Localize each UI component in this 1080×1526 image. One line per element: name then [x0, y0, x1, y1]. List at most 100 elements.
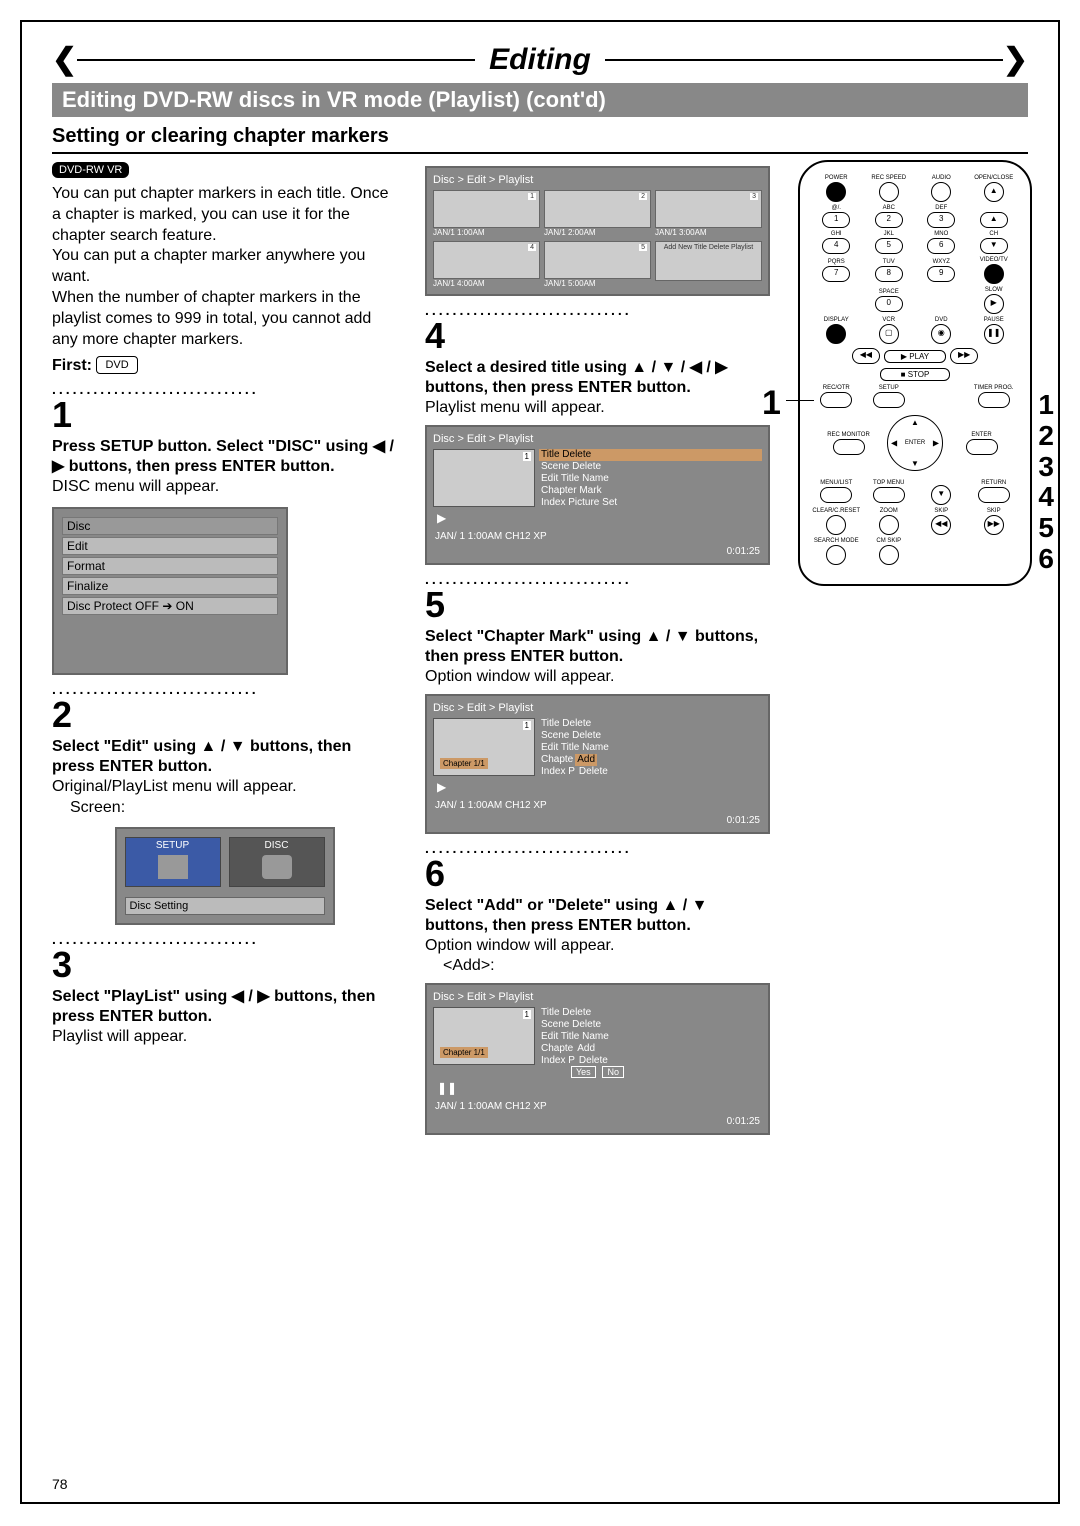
divider-dots: .............................. — [425, 840, 770, 856]
disc-menu-title: Disc — [62, 517, 278, 535]
btn-menulist[interactable] — [820, 487, 852, 503]
btn-timerprog[interactable] — [978, 392, 1010, 408]
lbl-openclose: OPEN/CLOSE — [974, 175, 1013, 181]
side-step-nums: 1 2 3 4 5 6 — [1038, 390, 1054, 575]
btn-blank[interactable]: ▼ — [931, 485, 951, 505]
btn-6[interactable]: 6 — [927, 238, 955, 254]
btn-videotv[interactable] — [984, 264, 1004, 284]
btn-8[interactable]: 8 — [875, 266, 903, 282]
btn-7[interactable]: 7 — [822, 266, 850, 282]
btn-zoom[interactable] — [879, 515, 899, 535]
btn-ch-dn[interactable]: ▼ — [980, 238, 1008, 254]
no-button: No — [602, 1066, 624, 1078]
divider-dots: .............................. — [52, 381, 397, 397]
step1-bold: Press SETUP button. Select "DISC" using … — [52, 437, 397, 477]
step6-bold: Select "Add" or "Delete" using ▲ / ▼ but… — [425, 896, 770, 936]
btn-skip-fwd[interactable]: ▶▶ — [984, 515, 1004, 535]
edit-thumb: 1 Chapter 1/1 — [433, 1007, 535, 1065]
nav-pad[interactable]: ▲▼◀▶ ENTER — [887, 415, 943, 471]
btn-dvd[interactable]: ◉ — [931, 324, 951, 344]
remote-pointer-1: 1 — [762, 384, 781, 423]
btn-skip-back[interactable]: ◀◀ — [931, 515, 951, 535]
disc-menu-finalize: Finalize — [62, 577, 278, 595]
remote-control: POWER REC SPEED AUDIO OPEN/CLOSE▲ @/.1 A… — [798, 160, 1032, 586]
btn-ch-up[interactable]: ▲ — [980, 212, 1008, 228]
thumb-5: 5 — [544, 241, 651, 279]
step1-num: 1 — [52, 397, 397, 433]
column-remote: 1 1 2 3 4 5 6 POWER REC SPEED AUDIO OPEN… — [798, 160, 1028, 1135]
pause-icon: ❚❚ — [433, 1079, 762, 1097]
btn-recotr[interactable] — [820, 392, 852, 408]
btn-play[interactable]: ▶ PLAY — [884, 350, 946, 363]
step6-body: Option window will appear. — [425, 936, 770, 957]
btn-3[interactable]: 3 — [927, 212, 955, 228]
btn-searchmode[interactable] — [826, 545, 846, 565]
disc-menu-edit: Edit — [62, 537, 278, 555]
edit-footer-right: 0:01:25 — [727, 815, 760, 826]
side-num-2: 2 — [1038, 421, 1054, 452]
thumb-2: 2 — [544, 190, 651, 228]
side-num-5: 5 — [1038, 513, 1054, 544]
step4-num: 4 — [425, 318, 770, 354]
edit-footer-left: JAN/ 1 1:00AM CH12 XP — [435, 1101, 547, 1112]
btn-stop[interactable]: ■ STOP — [880, 368, 951, 381]
side-num-3: 3 — [1038, 452, 1054, 483]
btn-enter-side[interactable] — [966, 439, 998, 455]
divider-dots: .............................. — [52, 931, 397, 947]
btn-0[interactable]: 0 — [875, 296, 903, 312]
btn-power[interactable] — [826, 182, 846, 202]
setup-icon-setup: SETUP — [125, 837, 221, 887]
btn-vcr[interactable]: ▢ — [879, 324, 899, 344]
setup-icon-disc: DISC — [229, 837, 325, 887]
title-banner: ❮ Editing ❯ — [52, 42, 1028, 77]
btn-2[interactable]: 2 — [875, 212, 903, 228]
btn-4[interactable]: 4 — [822, 238, 850, 254]
btn-openclose[interactable]: ▲ — [984, 182, 1004, 202]
side-num-4: 4 — [1038, 482, 1054, 513]
btn-pause[interactable]: ❚❚ — [984, 324, 1004, 344]
edit-menu-osd-3: Disc > Edit > Playlist 1 Chapter 1/1 Tit… — [425, 983, 770, 1135]
btn-display[interactable] — [826, 324, 846, 344]
step2-body2: Screen: — [70, 798, 397, 819]
thumb-4: 4 — [433, 241, 540, 279]
thumb-addnew: Add New Title Delete Playlist — [655, 241, 762, 281]
btn-recmonitor[interactable] — [833, 439, 865, 455]
btn-ffwd[interactable]: ▶▶ — [950, 348, 978, 364]
edit-footer-right: 0:01:25 — [727, 1116, 760, 1127]
edit-footer-left: JAN/ 1 1:00AM CH12 XP — [435, 531, 547, 542]
thumb-2-cap: JAN/1 2:00AM — [544, 228, 651, 237]
btn-audio[interactable] — [931, 182, 951, 202]
btn-5[interactable]: 5 — [875, 238, 903, 254]
lbl-audio: AUDIO — [932, 175, 951, 181]
btn-1[interactable]: 1 — [822, 212, 850, 228]
btn-slow[interactable]: ▶ — [984, 294, 1004, 314]
btn-return[interactable] — [978, 487, 1010, 503]
title-text: Editing — [475, 43, 605, 77]
disc-icon: DVD — [96, 356, 137, 374]
btn-9[interactable]: 9 — [927, 266, 955, 282]
step5-body: Option window will appear. — [425, 667, 770, 688]
disc-menu-protect: Disc Protect OFF ➔ ON — [62, 597, 278, 615]
edit-menu-osd-2: Disc > Edit > Playlist 1 Chapter 1/1 Tit… — [425, 694, 770, 834]
column-middle: Disc > Edit > Playlist 1 JAN/1 1:00AM 2 … — [425, 160, 770, 1135]
btn-rew[interactable]: ◀◀ — [852, 348, 880, 364]
btn-cmskip[interactable] — [879, 545, 899, 565]
edit-thumb: 1 — [433, 449, 535, 507]
yesno-row: Yes No — [571, 1067, 762, 1079]
playlist-grid-osd: Disc > Edit > Playlist 1 JAN/1 1:00AM 2 … — [425, 166, 770, 296]
btn-setup[interactable] — [873, 392, 905, 408]
step3-body: Playlist will appear. — [52, 1027, 397, 1048]
btn-clear[interactable] — [826, 515, 846, 535]
subopt-add: Add — [575, 754, 597, 766]
side-num-1: 1 — [1038, 390, 1054, 421]
btn-topmenu[interactable] — [873, 487, 905, 503]
disc-menu-format: Format — [62, 557, 278, 575]
btn-recspeed[interactable] — [879, 182, 899, 202]
subopt-add: Add — [575, 1043, 597, 1055]
step6-num: 6 — [425, 856, 770, 892]
thumb-3-cap: JAN/1 3:00AM — [655, 228, 762, 237]
subopt-delete: Delete — [577, 766, 610, 778]
setup-caption: Disc Setting — [125, 897, 325, 915]
osd-breadcrumb: Disc > Edit > Playlist — [433, 702, 762, 714]
btn-enter[interactable]: ENTER — [905, 440, 925, 446]
